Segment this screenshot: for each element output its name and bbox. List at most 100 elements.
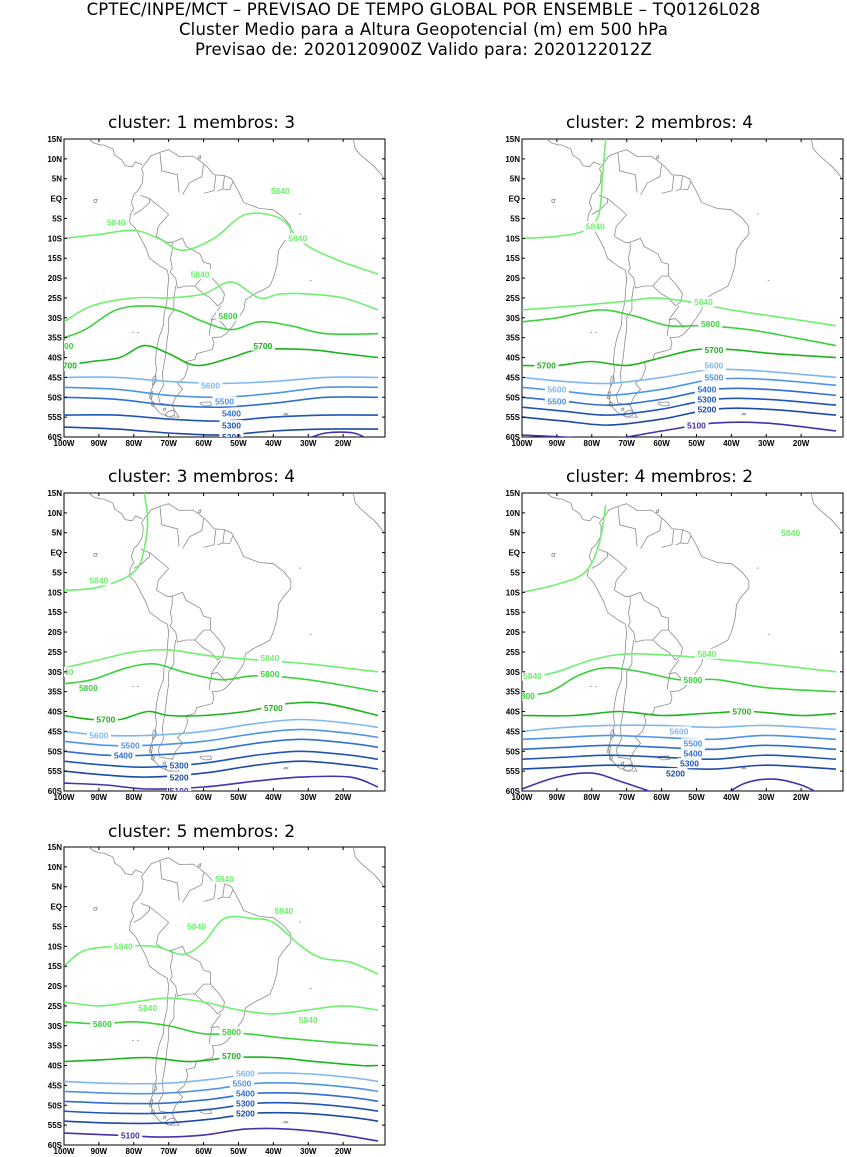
- country-border: [617, 506, 638, 547]
- contour-label: 5840: [694, 297, 713, 307]
- contour-label: 5200: [222, 432, 241, 442]
- lat-tick-label: 55S: [48, 413, 63, 422]
- lat-tick-label: 60S: [48, 787, 63, 796]
- country-border: [222, 181, 234, 190]
- lat-tick-label: 30S: [48, 668, 63, 677]
- lon-tick-label: 100W: [54, 439, 75, 448]
- lat-tick-label: 45S: [506, 727, 521, 736]
- island-outline: [282, 412, 289, 416]
- contour-label: 5400: [222, 408, 241, 418]
- contour-label-bg: [219, 1050, 244, 1061]
- lon-tick-label: 50W: [230, 439, 247, 448]
- lat-tick-label: 60S: [506, 787, 521, 796]
- island-outline: [150, 1108, 156, 1115]
- lon-tick-label: 50W: [688, 793, 705, 802]
- lat-tick-label: 10S: [48, 234, 63, 243]
- lat-tick-label: 30S: [506, 314, 521, 323]
- lon-tick-label: 30W: [300, 793, 317, 802]
- lon-tick-label: 20W: [793, 793, 810, 802]
- contour-5300: [64, 750, 379, 769]
- contour-label-bg: [271, 905, 296, 916]
- contour-label-bg: [86, 575, 111, 586]
- lon-tick-label: 90W: [549, 439, 566, 448]
- contour-5840: [64, 212, 379, 275]
- lat-tick-label: 60S: [506, 433, 521, 442]
- lat-tick-label: 35S: [48, 1042, 63, 1051]
- country-border: [652, 275, 683, 307]
- country-border: [222, 889, 234, 898]
- lon-tick-label: 100W: [54, 793, 75, 802]
- lat-tick-label: 55S: [48, 767, 63, 776]
- country-border: [675, 529, 683, 546]
- contour-label-bg: [76, 682, 101, 693]
- lat-tick-label: 35S: [506, 334, 521, 343]
- country-border: [668, 318, 685, 328]
- contour-label: 5200: [170, 772, 189, 782]
- country-border: [667, 305, 680, 336]
- lat-tick-label: 40S: [48, 708, 63, 717]
- island-outline: [607, 390, 612, 400]
- contour-label-bg: [698, 318, 723, 329]
- country-border: [640, 164, 662, 195]
- contour-label-bg: [680, 748, 705, 759]
- contour-label-bg: [663, 768, 688, 779]
- lon-tick-label: 20W: [793, 439, 810, 448]
- contour-label: 5600: [236, 1069, 255, 1079]
- contour-label-bg: [285, 233, 310, 244]
- panel-title: cluster: 2 membros: 4: [566, 113, 754, 133]
- lon-tick-label: 90W: [91, 1147, 108, 1156]
- lon-tick-label: 100W: [54, 1147, 75, 1156]
- lat-tick-label: 5S: [52, 922, 62, 931]
- country-border: [209, 1013, 222, 1044]
- country-border: [591, 198, 608, 215]
- lon-tick-label: 20W: [335, 439, 352, 448]
- contour-5100: [522, 772, 652, 791]
- contour-label: 5700: [537, 361, 556, 371]
- contour-5200: [522, 764, 837, 770]
- lat-tick-label: 5S: [52, 214, 62, 223]
- country-border: [598, 195, 627, 215]
- island-outline: [811, 493, 833, 522]
- lat-tick-label: 45S: [506, 373, 521, 382]
- contour-label-bg: [167, 772, 192, 783]
- lat-tick-label: 25S: [506, 648, 521, 657]
- contour-label: 5700: [96, 715, 115, 725]
- country-border: [217, 883, 225, 900]
- contour-label-bg: [534, 360, 559, 371]
- contour-label-bg: [701, 360, 726, 371]
- central-america-coastline: [545, 139, 601, 168]
- lon-tick-label: 100W: [512, 793, 533, 802]
- country-border: [203, 529, 217, 548]
- contour-label: 5500: [215, 396, 234, 406]
- lon-tick-label: 60W: [195, 439, 212, 448]
- contour-label-bg: [701, 344, 726, 355]
- island-outline: [551, 198, 556, 204]
- lon-tick-label: 80W: [584, 439, 601, 448]
- island-outline: [353, 847, 375, 876]
- contour-label-bg: [219, 1026, 244, 1037]
- country-border: [140, 903, 169, 923]
- lon-tick-label: 80W: [584, 793, 601, 802]
- contour-label: 5800: [222, 1027, 241, 1037]
- lon-tick-label: 80W: [126, 793, 143, 802]
- contour-5200: [522, 407, 837, 426]
- contour-5840: [64, 493, 149, 592]
- contour-label: 5700: [732, 707, 751, 717]
- lon-tick-label: 40W: [265, 439, 282, 448]
- contour-5200: [64, 760, 379, 778]
- south-america-coastline: [587, 503, 750, 772]
- contour-label-bg: [778, 527, 803, 538]
- lat-tick-label: 10S: [48, 588, 63, 597]
- contour-label-bg: [694, 394, 719, 405]
- lat-tick-label: 35S: [48, 688, 63, 697]
- lon-tick-label: 60W: [195, 793, 212, 802]
- lat-tick-label: 50S: [48, 1101, 63, 1110]
- contour-label: 5300: [697, 394, 716, 404]
- island-outline: [197, 509, 202, 514]
- lon-tick-label: 60W: [653, 793, 670, 802]
- country-border: [217, 175, 225, 192]
- contour-label-bg: [167, 760, 192, 771]
- island-outline: [149, 1098, 154, 1108]
- island-outline: [93, 198, 98, 204]
- lon-tick-label: 90W: [91, 793, 108, 802]
